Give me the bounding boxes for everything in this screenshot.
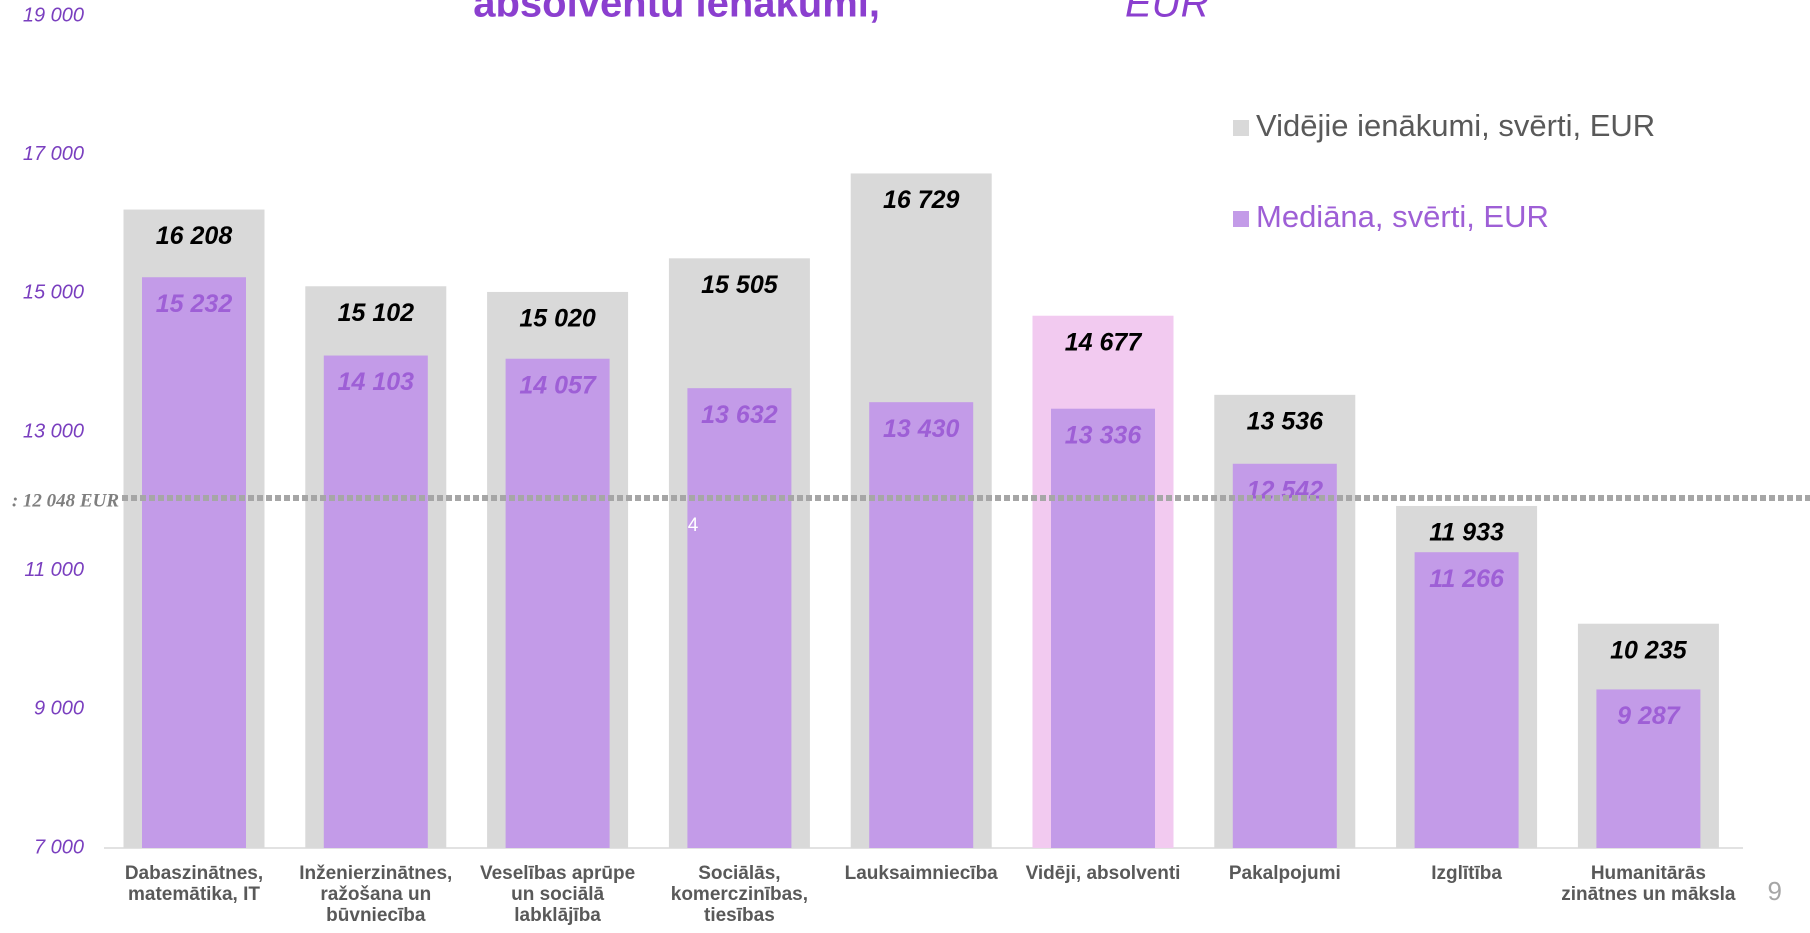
data-label: 11 933: [1429, 519, 1504, 547]
bar: [1414, 552, 1519, 848]
reference-label: : 12 048 EUR: [12, 490, 119, 511]
legend-label: Mediāna, svērti, EUR: [1256, 199, 1549, 234]
y-tick-label: 15 000: [23, 282, 84, 304]
data-label: 15 232: [156, 290, 233, 318]
data-label: 10 235: [1610, 636, 1688, 664]
x-tick-label: Lauksaimniecība: [844, 863, 998, 884]
x-tick-label: Humanitārās zinātnes un māksla: [1561, 863, 1736, 905]
page-number: 9: [1768, 876, 1782, 906]
bar: [869, 402, 974, 848]
bar: [1596, 689, 1701, 848]
data-label: 14 103: [338, 368, 415, 396]
y-tick-label: 11 000: [24, 559, 84, 581]
chart-title-unit: EUR: [1125, 0, 1209, 26]
data-label: 16 208: [156, 222, 233, 250]
x-tick-label: Izglītība: [1431, 863, 1502, 884]
y-tick-label: 7 000: [34, 836, 84, 858]
legend-swatch: [1233, 211, 1249, 227]
x-tick-label: Sociālās, komerczinības, tiesības: [670, 863, 809, 926]
x-tick-label: Veselības aprūpe un sociālā labklājība: [479, 863, 636, 926]
x-tick-label: Inženierzinātnes, ražošana un būvniecība: [299, 863, 453, 926]
data-label: 15 102: [338, 299, 415, 327]
bar: [323, 355, 428, 848]
data-label: 9 287: [1617, 702, 1681, 730]
bar: [1232, 463, 1337, 848]
data-label: 16 729: [883, 186, 960, 214]
y-tick-label: 13 000: [23, 420, 84, 442]
legend-label: Vidējie ienākumi, svērti, EUR: [1256, 108, 1655, 143]
data-label: 15 020: [519, 305, 596, 333]
data-label: 13 336: [1065, 421, 1143, 449]
legend-swatch: [1233, 120, 1249, 136]
annotation: 4: [688, 515, 699, 536]
bar: [142, 277, 246, 848]
data-label: 14 057: [519, 371, 597, 399]
bar: [505, 358, 610, 848]
bar: [1051, 408, 1155, 848]
data-label: 13 632: [701, 401, 778, 429]
data-label: 14 677: [1065, 328, 1143, 356]
y-tick-label: 17 000: [23, 143, 84, 165]
y-tick-label: 19 000: [23, 4, 84, 26]
bar: [687, 388, 792, 848]
y-tick-label: 9 000: [34, 698, 84, 720]
data-label: 15 505: [701, 271, 779, 299]
x-tick-label: Vidēji, absolventi: [1025, 863, 1181, 884]
data-label: 13 430: [883, 415, 960, 443]
x-tick-label: Dabaszinātnes, matemātika, IT: [124, 863, 264, 905]
data-label: 13 536: [1247, 407, 1325, 435]
chart-title: absolventu ienākumi,: [473, 0, 880, 26]
x-tick-label: Pakalpojumi: [1228, 863, 1341, 884]
data-label: 11 266: [1429, 565, 1505, 593]
